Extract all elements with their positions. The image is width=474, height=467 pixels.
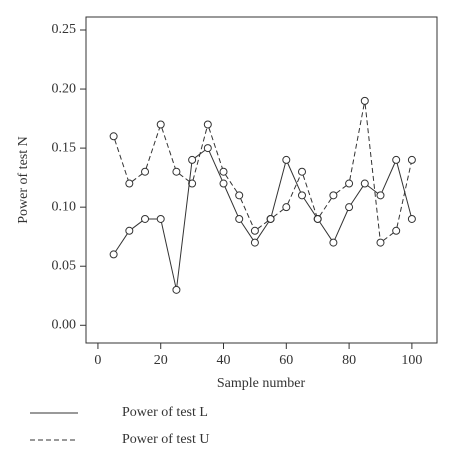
data-point — [392, 226, 401, 235]
data-point — [345, 179, 354, 188]
data-point — [313, 214, 322, 223]
data-point — [407, 155, 416, 164]
data-point — [376, 238, 385, 247]
legend-label: Power of test U — [122, 432, 210, 447]
data-point — [282, 203, 291, 212]
data-point — [141, 214, 150, 223]
data-point — [329, 191, 338, 200]
x-tick-label: 100 — [401, 353, 422, 368]
data-point — [298, 191, 306, 200]
x-axis-label: Sample number — [217, 376, 306, 391]
y-tick-label: 0.15 — [52, 140, 77, 155]
x-tick-label: 40 — [217, 353, 231, 368]
data-point — [392, 155, 401, 164]
data-point — [235, 214, 244, 223]
data-point — [172, 285, 181, 294]
series-line — [115, 149, 412, 287]
y-tick-label: 0.25 — [52, 22, 77, 37]
data-point — [188, 155, 197, 164]
data-point — [203, 144, 212, 153]
data-point — [109, 250, 118, 259]
data-point — [360, 96, 369, 105]
data-point — [109, 132, 118, 141]
x-tick-label: 60 — [279, 353, 293, 368]
data-point — [250, 226, 259, 235]
data-point — [125, 226, 134, 235]
x-tick-label: 20 — [154, 353, 168, 368]
y-tick-label: 0.00 — [52, 318, 77, 333]
data-point — [235, 191, 244, 200]
data-point — [172, 167, 181, 176]
data-point — [219, 179, 228, 188]
data-point — [250, 238, 259, 247]
y-tick-label: 0.10 — [52, 199, 77, 214]
data-point — [345, 203, 354, 212]
data-point — [329, 238, 338, 247]
data-point — [203, 120, 212, 129]
y-tick-label: 0.05 — [52, 258, 77, 273]
data-point — [156, 120, 165, 129]
x-tick-label: 80 — [342, 353, 356, 368]
plot-frame — [85, 16, 438, 344]
data-point — [298, 167, 306, 176]
data-point — [407, 214, 416, 223]
data-point — [360, 179, 369, 188]
data-point — [219, 167, 228, 176]
data-point — [266, 214, 275, 223]
x-tick-label: 0 — [94, 353, 101, 368]
data-point — [188, 179, 197, 188]
data-point — [125, 179, 134, 188]
series-line — [114, 104, 412, 241]
data-point — [282, 155, 291, 164]
data-point — [156, 214, 165, 223]
legend-label: Power of test L — [122, 405, 208, 420]
data-point — [141, 167, 150, 176]
y-axis-label: Power of test N — [16, 136, 31, 224]
data-point — [376, 191, 385, 200]
y-tick-label: 0.20 — [52, 81, 77, 96]
